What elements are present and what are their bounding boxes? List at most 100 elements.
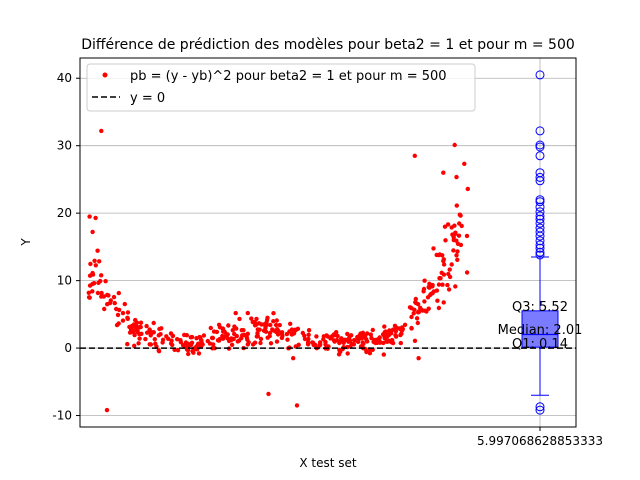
data-point bbox=[398, 340, 403, 346]
data-point bbox=[95, 290, 101, 296]
data-point bbox=[226, 323, 231, 328]
data-point bbox=[90, 281, 95, 287]
data-point bbox=[90, 270, 95, 276]
boxplot-outlier bbox=[535, 402, 545, 412]
data-point bbox=[256, 321, 262, 326]
data-point bbox=[382, 330, 387, 335]
data-point bbox=[273, 322, 279, 328]
axis-ticks: -10 0 10 20 30 40 5.997068628853333 bbox=[52, 71, 603, 448]
data-point bbox=[274, 318, 279, 323]
data-point bbox=[90, 229, 95, 235]
data-point bbox=[288, 321, 293, 326]
boxplot-outlier bbox=[535, 250, 545, 260]
data-point bbox=[237, 316, 242, 322]
data-point bbox=[451, 248, 456, 253]
data-point bbox=[232, 324, 237, 329]
data-point bbox=[99, 294, 104, 299]
data-point bbox=[370, 327, 375, 333]
data-point bbox=[255, 334, 260, 339]
data-point bbox=[334, 330, 339, 335]
data-point bbox=[306, 336, 311, 342]
data-point bbox=[441, 300, 446, 305]
data-point bbox=[170, 342, 175, 348]
boxplot-outlier bbox=[535, 243, 545, 253]
data-point bbox=[337, 347, 342, 353]
data-point bbox=[208, 325, 213, 331]
data-point bbox=[220, 333, 225, 339]
data-point bbox=[345, 331, 350, 337]
data-point bbox=[245, 342, 250, 347]
data-point bbox=[329, 334, 334, 340]
data-point bbox=[103, 279, 108, 284]
data-point bbox=[160, 337, 166, 342]
data-point bbox=[175, 348, 181, 353]
data-point bbox=[249, 316, 254, 321]
q3-annotation: Q3: 5.52 bbox=[512, 300, 568, 315]
data-point bbox=[211, 342, 216, 347]
data-point bbox=[263, 329, 269, 334]
data-point bbox=[175, 337, 180, 342]
data-point bbox=[274, 339, 280, 344]
data-point bbox=[332, 339, 337, 344]
data-point bbox=[90, 289, 95, 294]
data-point bbox=[294, 403, 300, 408]
data-point bbox=[92, 258, 97, 263]
legend-label-points: pb = (y - yb)^2 pour beta2 = 1 et pour m… bbox=[130, 69, 447, 84]
data-point bbox=[93, 263, 99, 268]
data-point bbox=[437, 276, 442, 281]
data-point bbox=[291, 356, 296, 361]
legend: pb = (y - yb)^2 pour beta2 = 1 et pour m… bbox=[86, 63, 476, 112]
data-point bbox=[421, 286, 427, 292]
data-point bbox=[267, 330, 273, 336]
y-tick-label-2: 10 bbox=[57, 274, 72, 288]
data-point bbox=[284, 331, 290, 337]
x-axis-label: X test set bbox=[299, 456, 357, 470]
data-point bbox=[274, 329, 279, 335]
data-point bbox=[314, 334, 319, 339]
data-point bbox=[443, 238, 448, 243]
data-point bbox=[446, 287, 452, 292]
data-point bbox=[235, 339, 240, 344]
data-point bbox=[211, 329, 217, 334]
data-point bbox=[120, 318, 126, 323]
data-point bbox=[245, 331, 250, 336]
data-point bbox=[413, 300, 419, 306]
data-point bbox=[254, 316, 259, 322]
data-point bbox=[430, 290, 435, 296]
data-point bbox=[345, 351, 350, 356]
data-point bbox=[104, 407, 110, 413]
boxplot-outlier bbox=[535, 70, 545, 80]
data-point bbox=[166, 336, 171, 341]
data-point bbox=[271, 311, 276, 316]
y-tick-label-3: 20 bbox=[57, 206, 72, 220]
x-tick-label: 5.997068628853333 bbox=[477, 434, 603, 448]
data-point bbox=[239, 328, 244, 333]
data-point bbox=[453, 284, 458, 289]
data-point bbox=[324, 333, 329, 338]
boxplot-outlier bbox=[535, 231, 545, 241]
data-point bbox=[414, 316, 420, 321]
boxplot-outlier bbox=[535, 126, 545, 136]
data-point bbox=[217, 325, 223, 330]
data-point bbox=[270, 327, 275, 332]
data-point bbox=[148, 329, 154, 335]
data-point bbox=[222, 329, 227, 335]
data-point bbox=[120, 310, 126, 316]
data-point bbox=[112, 300, 117, 306]
data-point bbox=[409, 306, 414, 311]
data-point bbox=[335, 333, 340, 339]
data-point bbox=[337, 340, 342, 346]
boxplot-outlier bbox=[535, 197, 545, 207]
data-point bbox=[454, 253, 459, 258]
data-point bbox=[387, 328, 392, 333]
data-point bbox=[305, 340, 311, 345]
data-point bbox=[199, 340, 204, 345]
data-point bbox=[455, 241, 461, 246]
data-point bbox=[302, 336, 308, 342]
data-point bbox=[364, 337, 369, 342]
data-point bbox=[436, 305, 442, 311]
data-point bbox=[394, 326, 400, 331]
data-point bbox=[268, 341, 274, 346]
data-point bbox=[233, 310, 238, 316]
